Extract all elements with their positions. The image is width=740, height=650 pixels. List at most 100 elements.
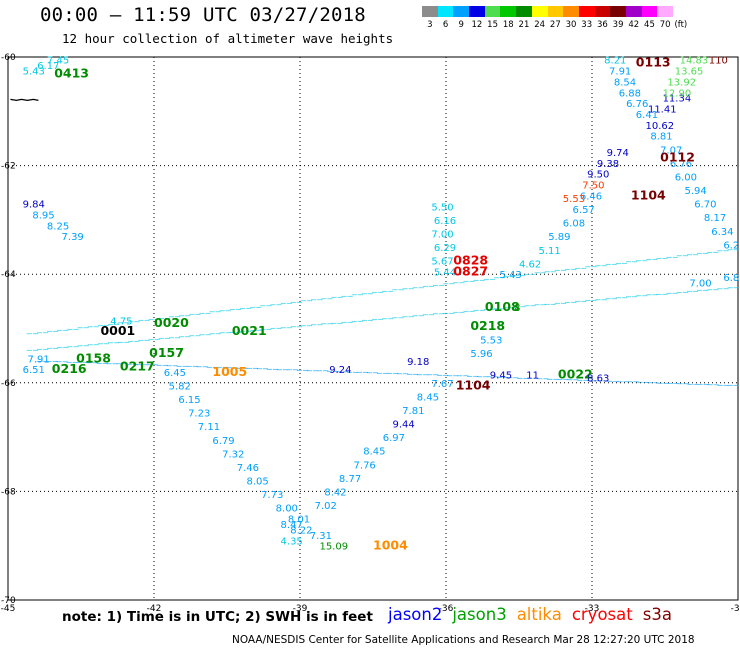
track-north-text: ‒‒ xyxy=(118,318,130,329)
track-north-text: ‒‒ xyxy=(656,253,668,264)
lon-tick-label: -30 xyxy=(731,604,740,614)
swh-observation: 1104 xyxy=(631,187,666,202)
swh-observation: 5.11 xyxy=(538,246,560,257)
swh-observation: 5.43 xyxy=(500,270,522,281)
swh-observation: 0020 xyxy=(154,315,189,330)
track-north-text: ‒‒ xyxy=(138,315,150,326)
track-mid-text: ‒‒ xyxy=(168,332,180,343)
track-mid-text: ‒‒ xyxy=(412,311,424,322)
track-south-text: ‒‒ xyxy=(687,379,699,390)
track-south-text: ‒‒ xyxy=(457,371,469,382)
swh-observation: 8.21 xyxy=(604,56,626,67)
track-mid-text: ‒‒ xyxy=(514,301,526,312)
swh-observation: 4.62 xyxy=(519,259,541,270)
track-mid-text: ‒‒ xyxy=(483,304,495,315)
swh-observation: 5.82 xyxy=(169,382,191,393)
track-mid-text: ‒‒ xyxy=(270,323,282,334)
swh-observation: 6.25 xyxy=(723,240,740,251)
track-south-text: ‒‒ xyxy=(557,374,569,385)
track-north-text: ‒‒ xyxy=(382,286,394,297)
track-north-text: ‒‒ xyxy=(168,312,180,323)
track-south-text: ‒‒ xyxy=(186,361,198,372)
swh-observation: 6.79 xyxy=(212,436,234,447)
swh-observation: 0112 xyxy=(660,149,695,164)
track-mid-text: ‒‒ xyxy=(575,296,587,307)
track-south-text: ‒‒ xyxy=(116,359,128,370)
swh-observation: 6.81 xyxy=(723,273,740,284)
track-south-text: ‒‒ xyxy=(126,359,138,370)
swh-observation: 9.38 xyxy=(597,159,619,170)
track-mid-text: ‒‒ xyxy=(179,331,191,342)
swh-observation: 13.65 xyxy=(675,67,704,78)
track-south-text: ‒‒ xyxy=(367,367,379,378)
track-north-text: ‒‒ xyxy=(260,301,272,312)
track-mid-text: ‒‒ xyxy=(148,334,160,345)
track-south-text: ‒‒ xyxy=(306,365,318,376)
track-south-text: ‒‒ xyxy=(667,378,679,389)
colorbar-label: 6 xyxy=(442,20,449,30)
track-south-text: ‒‒ xyxy=(266,364,278,375)
track-mid-text: ‒‒ xyxy=(372,314,384,325)
track-mid-text: ‒‒ xyxy=(595,294,607,305)
swh-observation: 8 xyxy=(514,303,520,314)
track-mid-text: ‒‒ xyxy=(382,313,394,324)
track-mid-text: ‒‒ xyxy=(605,293,617,304)
swh-observation: 5.53 xyxy=(480,335,502,346)
track-south-text: ‒‒ xyxy=(196,361,208,372)
track-mid-text: ‒‒ xyxy=(493,303,505,314)
colorbar-label: 18 xyxy=(502,20,514,30)
colorbar-unit-label: (ft) xyxy=(674,20,688,30)
track-south-text: ‒‒ xyxy=(166,360,178,371)
track-south-text: ‒‒ xyxy=(587,375,599,386)
colorbar-swatch xyxy=(516,6,532,17)
track-south-text: ‒‒ xyxy=(377,368,389,379)
swh-observation: 6.45 xyxy=(164,368,186,379)
track-south-text: ‒‒ xyxy=(36,356,48,367)
coastline xyxy=(10,98,39,101)
legend-jason3: jason3 xyxy=(452,605,507,624)
colorbar-label: 30 xyxy=(565,20,577,30)
track-north-text: ‒‒ xyxy=(392,285,404,296)
track-south-text: ‒‒ xyxy=(677,378,689,389)
track-mid-text: ‒‒ xyxy=(443,308,455,319)
track-north-text: ‒‒ xyxy=(97,320,109,331)
track-north-text: ‒‒ xyxy=(514,270,526,281)
track-north-text: ‒‒ xyxy=(554,265,566,276)
colorbar-label: 42 xyxy=(628,20,640,30)
swh-observation: 8.01 xyxy=(288,515,310,526)
track-mid-text: ‒‒ xyxy=(229,327,241,338)
track-mid-text: ‒‒ xyxy=(646,290,658,301)
track-north-text: ‒‒ xyxy=(636,255,648,266)
track-south-text: ‒‒ xyxy=(216,362,228,373)
colorbar-level: 27 xyxy=(547,6,564,30)
colorbar-level: 39 xyxy=(610,6,626,30)
swh-observation: 7.50 xyxy=(582,181,604,192)
track-mid-text: ‒‒ xyxy=(250,325,262,336)
track-south-text: ‒‒ xyxy=(176,361,188,372)
swh-observation: 7.76 xyxy=(354,460,376,471)
swh-observation: 7.23 xyxy=(188,409,210,420)
track-south-text: ‒‒ xyxy=(76,357,88,368)
track-mid-text: ‒‒ xyxy=(240,326,252,337)
swh-observation: 9.50 xyxy=(587,170,609,181)
track-mid-text: ‒‒ xyxy=(544,299,556,310)
colorbar-label: 33 xyxy=(581,20,593,30)
colorbar-level: 42 xyxy=(625,6,642,30)
track-mid-text: ‒‒ xyxy=(656,289,668,300)
swh-observation: 7.31 xyxy=(310,531,332,542)
swh-observation: 0001 xyxy=(100,323,135,338)
track-south-text: ‒‒ xyxy=(146,360,158,371)
legend-jason2: jason2 xyxy=(388,605,443,624)
track-north-text: ‒‒ xyxy=(727,244,739,255)
swh-observation: 11 xyxy=(526,371,539,382)
track-south-text: ‒‒ xyxy=(637,377,649,388)
track-mid-text: ‒‒ xyxy=(67,341,79,352)
track-mid-text: ‒‒ xyxy=(636,291,648,302)
swh-observation: 0827 xyxy=(453,263,488,278)
track-south-text: ‒‒ xyxy=(617,376,629,387)
track-north-text: ‒‒ xyxy=(595,260,607,271)
swh-observation: 5.53 xyxy=(563,194,585,205)
track-north-text: ‒‒ xyxy=(473,275,485,286)
track-mid-text: ‒‒ xyxy=(554,298,566,309)
track-south-text: ‒‒ xyxy=(657,378,669,389)
